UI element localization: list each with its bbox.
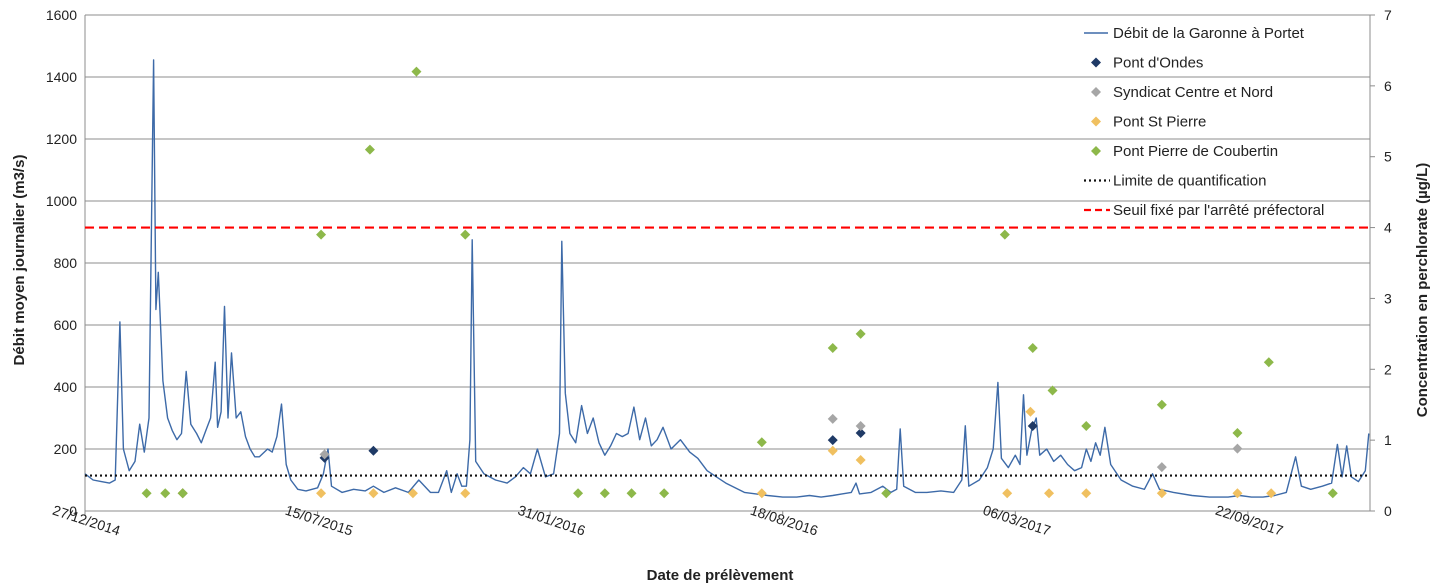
data-point-series-4 bbox=[626, 488, 637, 499]
data-point-series-4 bbox=[756, 437, 767, 448]
y-tick-right: 0 bbox=[1384, 503, 1392, 519]
data-point-series-4 bbox=[1027, 343, 1038, 354]
data-point-series-4 bbox=[659, 488, 670, 499]
legend-swatch-marker bbox=[1091, 57, 1101, 68]
legend-label: Pont d'Ondes bbox=[1113, 55, 1203, 72]
data-point-series-3 bbox=[1232, 488, 1243, 499]
data-point-series-3 bbox=[756, 488, 767, 499]
legend-label: Débit de la Garonne à Portet bbox=[1113, 25, 1305, 42]
data-point-series-2 bbox=[319, 449, 330, 460]
y-tick-right: 4 bbox=[1384, 220, 1392, 236]
axes bbox=[84, 14, 1375, 516]
data-point-series-3 bbox=[1025, 406, 1036, 417]
data-point-series-3 bbox=[1002, 488, 1013, 499]
data-point-series-4 bbox=[141, 488, 152, 499]
data-point-series-4 bbox=[1327, 488, 1338, 499]
y-axis-title-right: Concentration en perchlorate (µg/L) bbox=[1414, 163, 1431, 418]
data-point-series-4 bbox=[881, 488, 892, 499]
data-point-series-4 bbox=[999, 229, 1010, 240]
data-point-series-4 bbox=[1081, 420, 1092, 431]
data-point-series-1 bbox=[368, 445, 379, 456]
y-tick-left: 1200 bbox=[46, 131, 77, 147]
legend-label: Limite de quantification bbox=[1113, 173, 1266, 190]
y-tick-right: 5 bbox=[1384, 149, 1392, 165]
x-tick-label: 15/07/2015 bbox=[283, 502, 355, 539]
data-point-series-2 bbox=[1156, 462, 1167, 473]
plot-area bbox=[84, 59, 1370, 499]
data-point-series-2 bbox=[827, 413, 838, 424]
data-point-series-3 bbox=[827, 445, 838, 456]
y-axis-title-left: Débit moyen journalier (m3/s) bbox=[11, 155, 28, 366]
y-tick-left: 1600 bbox=[46, 7, 77, 23]
data-point-series-4 bbox=[1156, 399, 1167, 410]
data-point-series-4 bbox=[1047, 385, 1058, 396]
x-axis-title: Date de prélèvement bbox=[647, 567, 794, 584]
data-point-series-1 bbox=[1027, 420, 1038, 431]
data-point-series-4 bbox=[177, 488, 188, 499]
data-point-series-4 bbox=[855, 328, 866, 339]
data-point-series-4 bbox=[599, 488, 610, 499]
data-point-series-3 bbox=[855, 454, 866, 465]
data-point-series-3 bbox=[316, 488, 327, 499]
x-tick-label: 31/01/2016 bbox=[516, 502, 588, 539]
y-tick-left: 1000 bbox=[46, 193, 77, 209]
data-point-series-3 bbox=[1266, 488, 1277, 499]
data-point-series-4 bbox=[827, 343, 838, 354]
data-point-series-2 bbox=[855, 420, 866, 431]
legend-label: Syndicat Centre et Nord bbox=[1113, 84, 1273, 101]
y-tick-right: 3 bbox=[1384, 290, 1392, 306]
data-point-series-4 bbox=[460, 229, 471, 240]
data-point-series-1 bbox=[855, 428, 866, 439]
data-point-series-4 bbox=[316, 229, 327, 240]
data-point-series-4 bbox=[411, 66, 422, 77]
legend: Débit de la Garonne à Portet Pont d'Ondes… bbox=[1084, 25, 1324, 219]
data-point-series-3 bbox=[1044, 488, 1055, 499]
data-point-series-1 bbox=[827, 435, 838, 446]
legend-swatch-marker bbox=[1091, 87, 1101, 97]
legend-label: Seuil fixé par l'arrêté préfectoral bbox=[1113, 202, 1324, 219]
x-tick-label: 06/03/2017 bbox=[981, 502, 1053, 539]
x-tick-label: 27/12/2014 bbox=[51, 502, 123, 539]
legend-label: Pont Pierre de Coubertin bbox=[1113, 143, 1278, 160]
x-tick-label: 18/08/2016 bbox=[748, 502, 820, 539]
data-point-series-4 bbox=[364, 144, 375, 155]
data-point-series-4 bbox=[573, 488, 584, 499]
data-point-series-4 bbox=[1263, 357, 1274, 368]
data-point-series-4 bbox=[1232, 428, 1243, 439]
data-point-series-4 bbox=[160, 488, 171, 499]
data-point-series-2 bbox=[1232, 443, 1243, 454]
series-line-debit bbox=[84, 59, 1370, 498]
data-point-series-3 bbox=[368, 488, 379, 499]
y-tick-right: 6 bbox=[1384, 78, 1392, 94]
y-tick-left: 200 bbox=[54, 441, 78, 457]
data-point-series-3 bbox=[1156, 488, 1167, 499]
y-tick-right: 1 bbox=[1384, 432, 1392, 448]
legend-label: Pont St Pierre bbox=[1113, 114, 1206, 131]
data-point-series-3 bbox=[460, 488, 471, 499]
data-point-series-3 bbox=[407, 488, 418, 499]
data-point-series-3 bbox=[1081, 488, 1092, 499]
y-tick-left: 1400 bbox=[46, 69, 77, 85]
y-tick-right: 2 bbox=[1384, 361, 1392, 377]
x-tick-label: 22/09/2017 bbox=[1214, 502, 1286, 539]
y-tick-right: 7 bbox=[1384, 7, 1392, 23]
y-tick-left: 800 bbox=[54, 255, 78, 271]
y-tick-left: 400 bbox=[54, 379, 78, 395]
legend-swatch-marker bbox=[1091, 146, 1101, 156]
y-tick-left: 600 bbox=[54, 317, 78, 333]
grid-lines bbox=[85, 14, 1370, 450]
y-tick-left: 0 bbox=[69, 503, 77, 519]
legend-swatch-marker bbox=[1091, 116, 1101, 127]
